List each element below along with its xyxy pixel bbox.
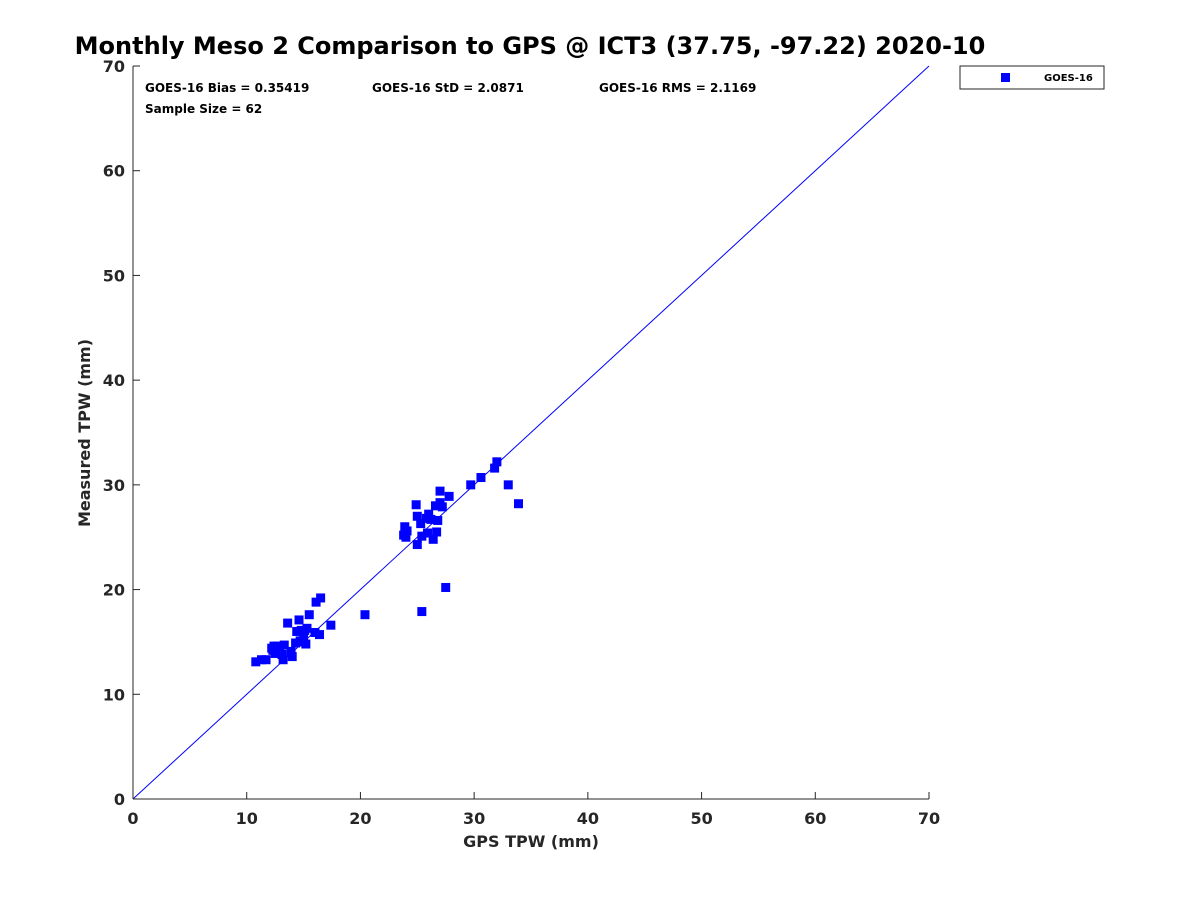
data-point: [435, 486, 445, 496]
x-tick-label: 40: [577, 809, 599, 828]
data-point: [426, 514, 436, 524]
legend-marker-square-icon: [1001, 73, 1010, 82]
x-tick-label: 70: [918, 809, 940, 828]
y-ticks: 0 10 20 30 40 50 60 70: [103, 57, 140, 809]
data-point: [417, 607, 427, 617]
y-axis-label: Measured TPW (mm): [75, 339, 94, 527]
legend: GOES-16: [959, 65, 1105, 90]
data-point: [304, 610, 314, 620]
data-point: [360, 610, 370, 620]
data-point: [275, 643, 285, 653]
data-point: [412, 540, 422, 550]
stat-std: GOES-16 StD = 2.0871: [372, 81, 524, 95]
y-tick-label: 70: [103, 57, 125, 76]
y-tick-label: 20: [103, 581, 125, 600]
data-point: [314, 630, 324, 640]
stat-sample-size: Sample Size = 62: [145, 102, 262, 116]
data-point: [286, 646, 296, 656]
y-tick-label: 10: [103, 685, 125, 704]
data-point: [513, 499, 523, 509]
data-point: [316, 593, 326, 603]
y-tick-label: 30: [103, 476, 125, 495]
data-point: [433, 515, 443, 525]
data-point: [428, 534, 438, 544]
data-point: [291, 638, 301, 648]
data-point: [279, 640, 289, 650]
y-tick-label: 0: [114, 790, 125, 809]
y-tick-label: 40: [103, 371, 125, 390]
legend-box: [959, 65, 1105, 90]
data-point: [441, 582, 451, 592]
x-tick-label: 0: [127, 809, 138, 828]
data-point: [412, 511, 422, 521]
data-point: [503, 480, 513, 490]
data-point: [411, 500, 421, 510]
data-point: [432, 527, 442, 537]
one-to-one-reference-line: [132, 65, 930, 800]
data-point: [311, 597, 321, 607]
data-point: [294, 615, 304, 625]
data-point: [310, 628, 320, 638]
x-tick-label: 10: [236, 809, 258, 828]
data-point: [402, 526, 412, 536]
data-point: [300, 625, 310, 635]
data-point: [278, 655, 288, 665]
data-point: [269, 641, 279, 651]
data-point: [430, 501, 440, 511]
stat-rms: GOES-16 RMS = 2.1169: [599, 81, 756, 95]
data-point: [292, 626, 302, 636]
data-point: [437, 502, 447, 512]
x-tick-label: 20: [349, 809, 371, 828]
data-point: [251, 657, 261, 667]
y-tick-label: 50: [103, 266, 125, 285]
data-point: [287, 652, 297, 662]
stat-bias: GOES-16 Bias = 0.35419: [145, 81, 309, 95]
data-point: [256, 655, 266, 665]
data-point: [277, 649, 287, 659]
x-axis-label: GPS TPW (mm): [463, 832, 599, 851]
data-point: [423, 528, 433, 538]
data-point: [416, 519, 426, 529]
legend-label: GOES-16: [1044, 73, 1093, 84]
data-point: [283, 618, 293, 628]
data-point: [490, 463, 500, 473]
reference-line-group: [132, 65, 930, 800]
x-tick-label: 60: [804, 809, 826, 828]
y-tick-label: 60: [103, 162, 125, 181]
scatter-points: [251, 457, 523, 667]
data-point: [466, 480, 476, 490]
data-point: [326, 620, 336, 630]
data-point: [492, 457, 502, 467]
x-ticks: 0 10 20 30 40 50 60 70: [127, 792, 940, 828]
chart-title: Monthly Meso 2 Comparison to GPS @ ICT3 …: [75, 32, 986, 60]
x-tick-label: 50: [690, 809, 712, 828]
data-point: [401, 532, 411, 542]
data-point: [444, 491, 454, 501]
data-point: [261, 655, 271, 665]
data-point: [424, 509, 434, 519]
data-point: [417, 531, 427, 541]
x-tick-label: 30: [463, 809, 485, 828]
axes: [132, 66, 929, 800]
data-point: [297, 637, 307, 647]
data-point: [476, 473, 486, 483]
